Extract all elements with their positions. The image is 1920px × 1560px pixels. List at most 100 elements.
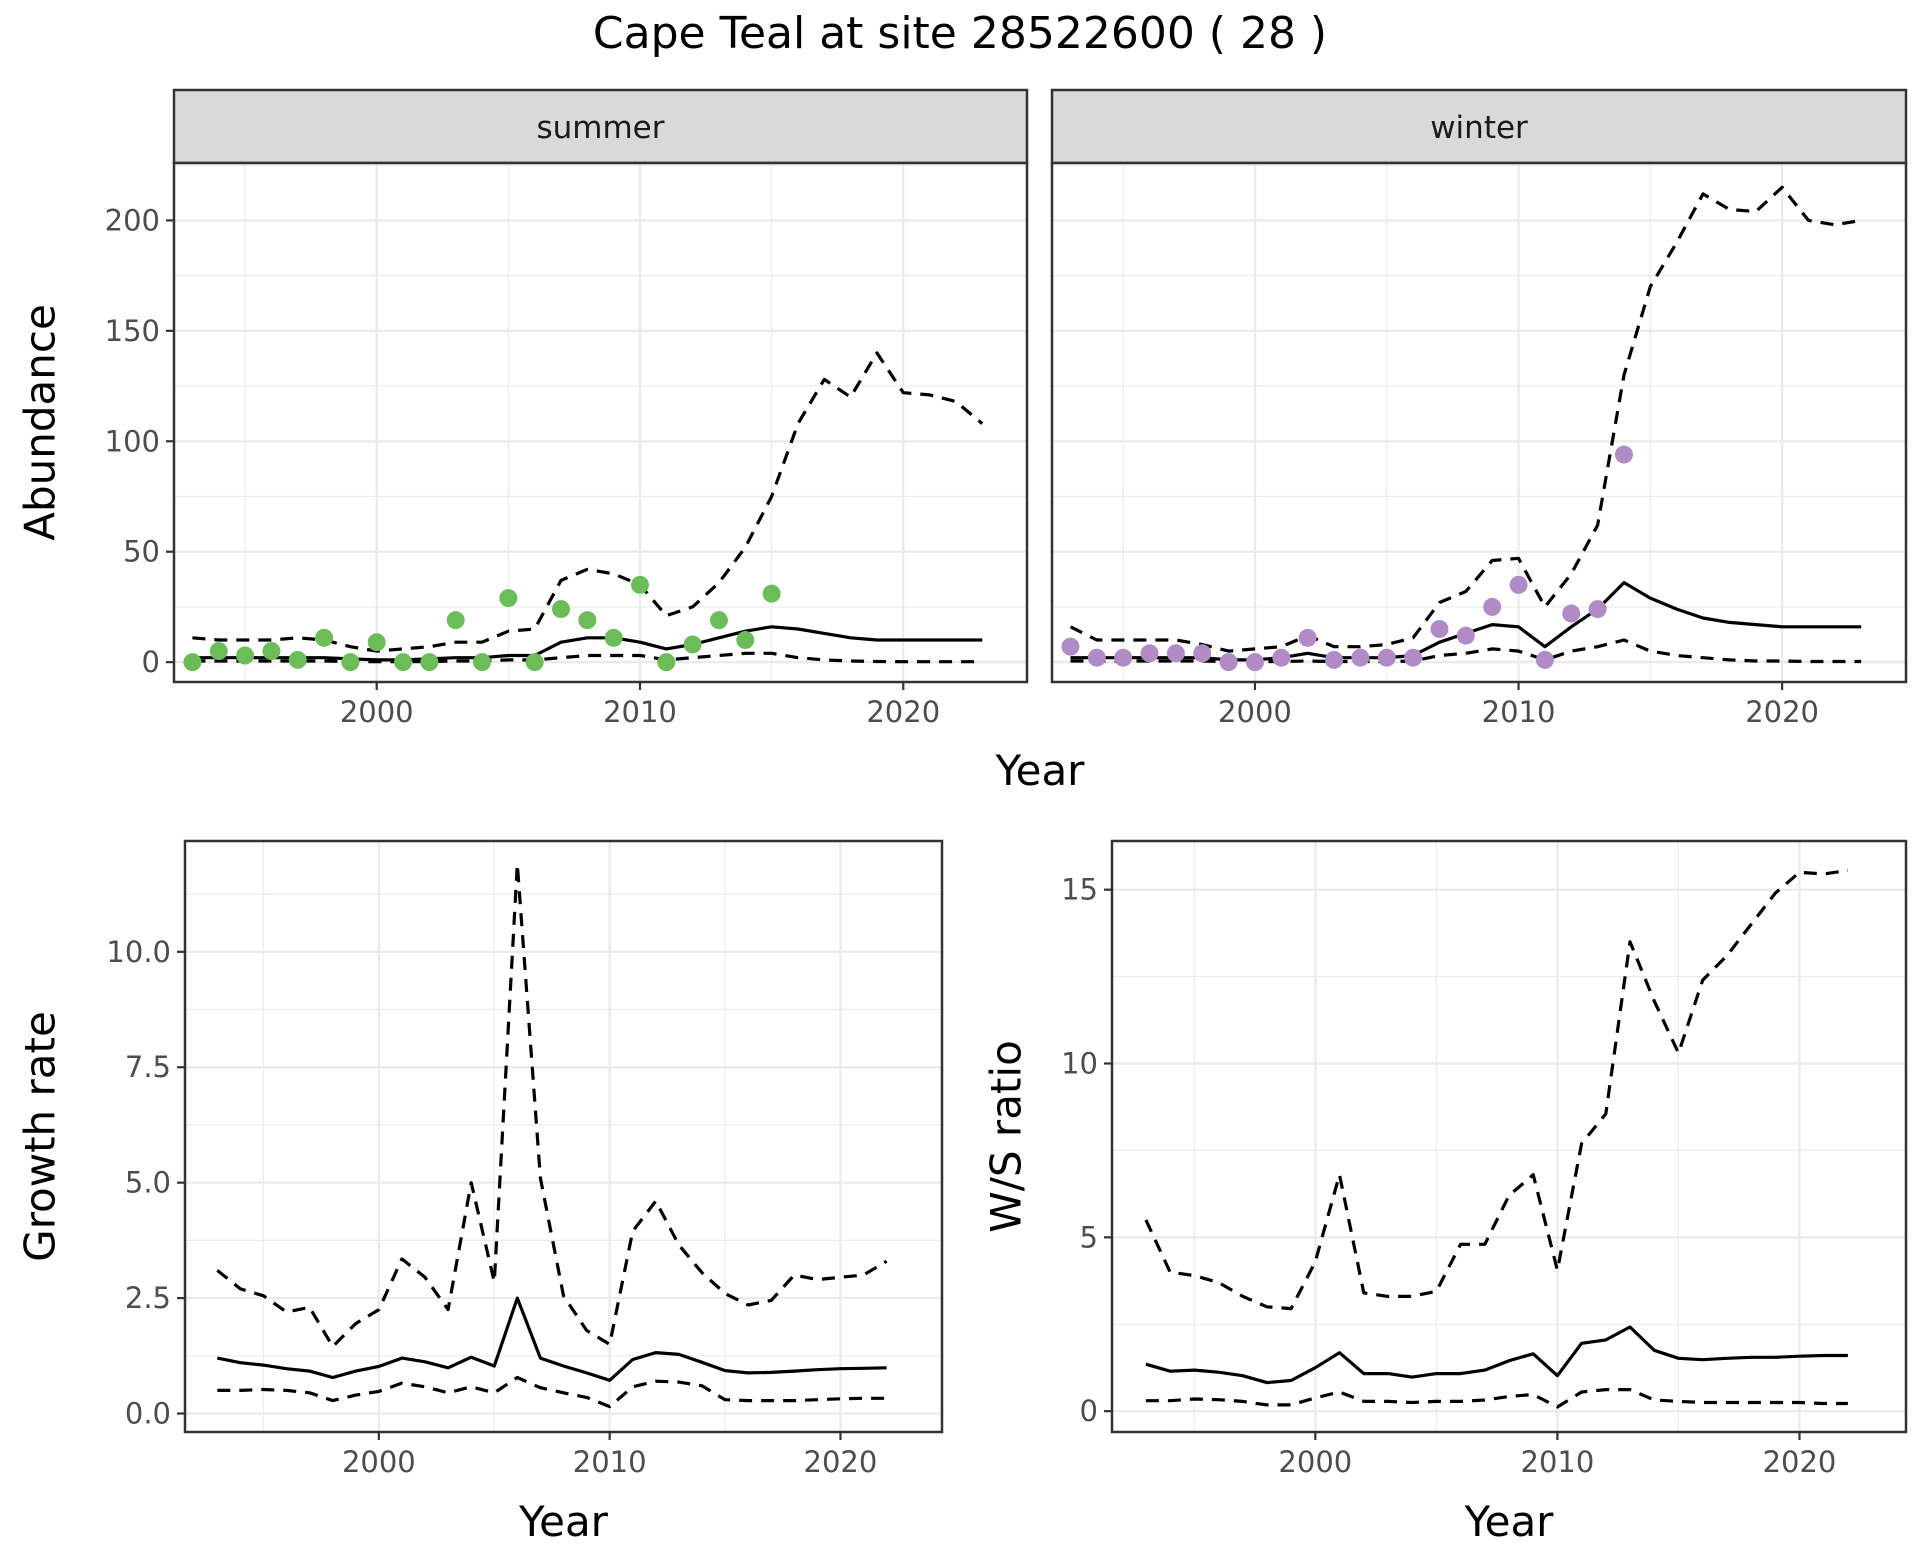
y-tick-label: 150 (105, 314, 160, 348)
x-tick-label: 2000 (340, 695, 414, 729)
y-axis-title: W/S ratio (982, 1040, 1031, 1233)
x-tick-label: 2010 (603, 695, 677, 729)
observation-point (209, 642, 228, 661)
x-tick-label: 2020 (804, 1445, 878, 1479)
observation-point (1430, 619, 1449, 638)
y-tick-label: 0 (142, 645, 160, 679)
y-tick-label: 5.0 (125, 1166, 171, 1200)
observation-point (1483, 597, 1502, 616)
observation-point (1351, 648, 1370, 667)
y-tick-label: 200 (105, 203, 160, 237)
y-tick-label: 100 (105, 424, 160, 458)
upper-bound-line (192, 351, 984, 653)
y-axis-title: Growth rate (16, 1011, 65, 1262)
ws-ratio-panel: 2000 2010 2020 0 5 10 15 W/S ratio Year (982, 839, 1908, 1546)
observation-point (1245, 653, 1264, 672)
y-tick-label: 10.0 (106, 935, 171, 969)
strip-label-winter: winter (1430, 110, 1528, 146)
observation-point (552, 600, 571, 619)
x-tick-label: 2000 (1278, 1445, 1352, 1479)
plot-background (185, 841, 942, 1432)
observation-point (473, 653, 492, 672)
x-tick-label: 2000 (1218, 695, 1292, 729)
observation-point (315, 628, 334, 647)
observation-point (1456, 626, 1475, 645)
y-tick-label: 50 (123, 535, 160, 569)
observation-point (683, 635, 702, 654)
y-tick-label: 5 (1080, 1220, 1098, 1254)
observation-point (367, 633, 386, 652)
observation-point (420, 653, 439, 672)
observation-point (1588, 600, 1607, 619)
lower-bound-line (217, 1375, 887, 1409)
observation-point (394, 653, 413, 672)
y-tick-label: 10 (1061, 1046, 1098, 1080)
observation-point (1114, 648, 1133, 667)
panel-border (1050, 161, 1908, 684)
observation-point (1166, 644, 1185, 663)
top-x-axis-title: Year (995, 746, 1086, 795)
observation-point (1562, 604, 1581, 623)
x-tick-label: 2020 (1763, 1445, 1837, 1479)
observation-point (1404, 648, 1423, 667)
strip-winter (1050, 88, 1908, 165)
observation-point (446, 611, 465, 630)
x-tick-label: 2020 (1745, 695, 1819, 729)
observation-point (1535, 650, 1554, 669)
observation-point (1614, 445, 1633, 464)
median-line (1145, 1325, 1848, 1385)
chart-title: Cape Teal at site 28522600 ( 28 ) (593, 8, 1327, 59)
lower-bound-line (1145, 1387, 1848, 1409)
observation-point (578, 611, 597, 630)
observation-point (1193, 644, 1212, 663)
plot-background (174, 163, 1027, 682)
panel-border (183, 839, 944, 1434)
observation-point (183, 653, 202, 672)
x-axis-title: Year (518, 1497, 609, 1546)
y-tick-label: 0.0 (125, 1397, 171, 1431)
observation-point (1219, 653, 1238, 672)
x-tick-label: 2010 (1482, 695, 1556, 729)
median-line (216, 1296, 887, 1382)
observation-point (236, 646, 255, 665)
summer-panel: summer 2000 2010 2020 0 50 100 150 200 Abundance (16, 88, 1029, 729)
observation-point (604, 628, 623, 647)
observation-point (341, 653, 360, 672)
observation-point (736, 631, 755, 650)
x-tick-label: 2010 (1521, 1445, 1595, 1479)
observation-point (1087, 648, 1106, 667)
observation-point (1377, 648, 1396, 667)
y-tick-label: 15 (1061, 873, 1098, 907)
winter-panel: winter 2000 2010 2020 (1050, 88, 1908, 729)
x-tick-label: 2020 (866, 695, 940, 729)
observation-point (1509, 575, 1528, 594)
observation-point (1140, 644, 1159, 663)
panel-border (172, 161, 1029, 684)
observation-point (709, 611, 728, 630)
upper-bound-line (216, 862, 888, 1349)
observation-point (525, 653, 544, 672)
observation-point (288, 650, 307, 669)
lower-bound-line (1070, 638, 1862, 664)
observation-point (762, 584, 781, 603)
panel-border (1110, 839, 1908, 1434)
observation-point (1325, 650, 1344, 669)
observation-point (1298, 628, 1317, 647)
plot-background (1112, 841, 1906, 1432)
observation-point (630, 575, 649, 594)
strip-summer (172, 88, 1029, 165)
observation-point (499, 589, 518, 608)
y-axis-title: Abundance (16, 304, 65, 541)
y-tick-label: 7.5 (125, 1050, 171, 1084)
x-axis-title: Year (1464, 1497, 1555, 1546)
y-tick-label: 0 (1080, 1394, 1098, 1428)
upper-bound-line (1144, 868, 1849, 1311)
median-line (192, 625, 983, 662)
observation-point (1272, 648, 1291, 667)
plot-background (1052, 163, 1906, 682)
observation-point (262, 642, 281, 661)
x-tick-label: 2010 (573, 1445, 647, 1479)
growth-rate-panel: 2000 2010 2020 0.0 2.5 5.0 7.5 10.0 Growth rate Y… (16, 839, 944, 1546)
observation-point (657, 653, 676, 672)
